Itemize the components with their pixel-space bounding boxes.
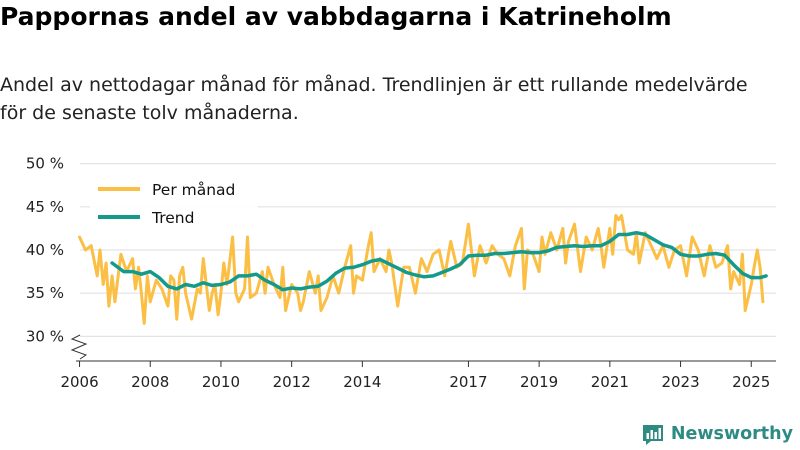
- x-tick-label: 2014: [343, 373, 381, 391]
- x-tick-label: 2019: [520, 373, 558, 391]
- x-tick-label: 2017: [449, 373, 487, 391]
- y-tick-label: 30 %: [26, 327, 64, 345]
- series-line-trend: [110, 230, 768, 292]
- y-tick-label: 40 %: [26, 241, 64, 259]
- line-chart: 30 % 35 % 40 % 45 % 50 % 2006 2008 2010 2012 201…: [26, 155, 776, 391]
- legend-label-trend: Trend: [151, 209, 194, 227]
- series-line-per-manad: [78, 214, 765, 325]
- x-tick-label: 2021: [591, 373, 629, 391]
- brand-label: Newsworthy: [670, 424, 793, 444]
- newsworthy-logo-icon: [642, 425, 663, 445]
- axis-break-icon: [70, 334, 88, 360]
- x-tick-label: 2025: [732, 373, 770, 391]
- x-tick-label: 2023: [661, 373, 699, 391]
- legend-background: [90, 176, 258, 232]
- chart-subtitle: Andel av nettodagar månad för månad. Tre…: [0, 74, 748, 124]
- y-tick-label: 35 %: [26, 284, 64, 302]
- y-tick-label: 50 %: [26, 155, 64, 173]
- series-lines: [78, 214, 768, 325]
- x-tick-label: 2012: [273, 373, 311, 391]
- chart-title: Pappornas andel av vabbdagarna i Katrine…: [0, 2, 672, 31]
- newsworthy-brand[interactable]: Newsworthy: [641, 422, 793, 446]
- x-axis: 2006 2008 2010 2012 2014 2017 2019 2021 2023 2025: [60, 360, 776, 391]
- legend: Per månad Trend: [90, 176, 258, 232]
- x-tick-label: 2006: [60, 373, 98, 391]
- y-axis: 30 % 35 % 40 % 45 % 50 %: [26, 155, 88, 360]
- x-tick-label: 2008: [131, 373, 169, 391]
- y-tick-label: 45 %: [26, 198, 64, 216]
- legend-label-per-manad: Per månad: [152, 181, 235, 199]
- x-tick-label: 2010: [202, 373, 240, 391]
